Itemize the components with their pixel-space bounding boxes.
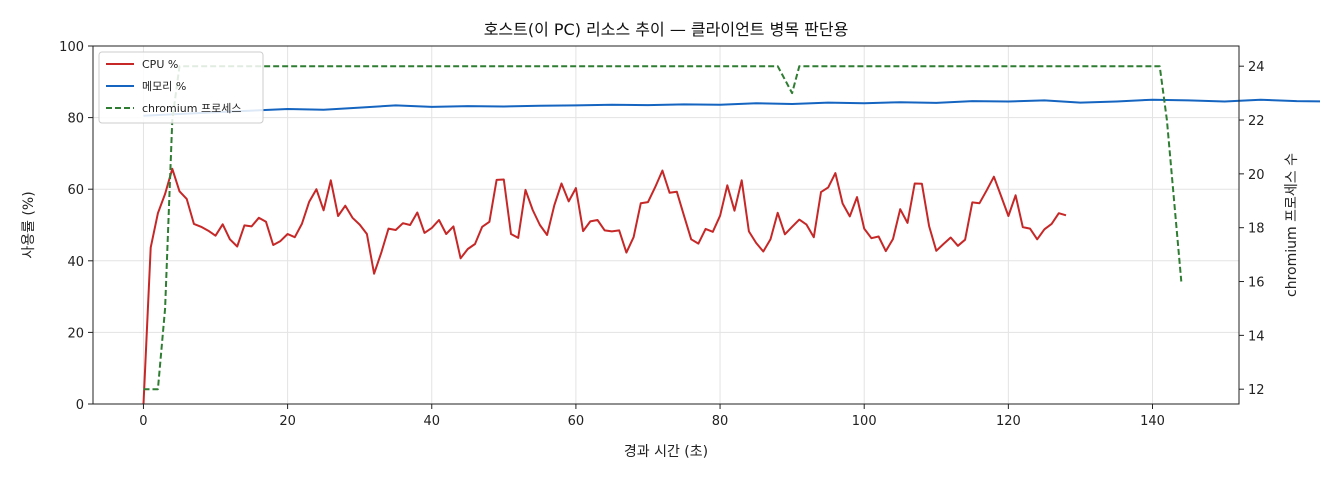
memory-series-line (143, 98, 1320, 117)
x-axis: 0 20 40 60 80 100 120 140 (139, 404, 1165, 429)
y-tick-label: 60 (67, 183, 84, 198)
x-tick-label: 20 (279, 414, 296, 429)
y2-tick-label: 18 (1248, 222, 1265, 237)
x-axis-title: 경과 시간 (초) (624, 444, 708, 460)
x-tick-label: 100 (852, 414, 877, 429)
x-tick-label: 80 (712, 414, 729, 429)
y2-tick-label: 22 (1248, 114, 1265, 129)
y-tick-label: 80 (67, 112, 84, 127)
x-tick-label: 0 (139, 414, 147, 429)
cpu-series-line (142, 167, 1067, 405)
y-axis-title: 사용률 (%) (21, 191, 37, 258)
y2-axis-title: chromium 프로세스 수 (1284, 153, 1300, 297)
chart-title: 호스트(이 PC) 리소스 추이 — 클라이언트 병목 판단용 (484, 20, 849, 39)
x-tick-label: 140 (1140, 414, 1165, 429)
y2-tick-label: 24 (1248, 60, 1265, 75)
x-tick-label: 120 (996, 414, 1021, 429)
y-tick-label: 40 (67, 255, 84, 270)
grid (93, 45, 1239, 405)
y2-tick-label: 12 (1248, 383, 1265, 398)
y-axis-left: 0 20 40 60 80 100 (59, 40, 93, 413)
y2-tick-label: 16 (1248, 276, 1265, 291)
y-tick-label: 0 (76, 398, 84, 413)
x-tick-label: 40 (423, 414, 440, 429)
y2-tick-label: 20 (1248, 168, 1265, 183)
series-layer (142, 65, 1320, 405)
legend-label: 메모리 % (142, 80, 186, 93)
plot-frame (92, 45, 1240, 405)
x-tick-label: 60 (568, 414, 585, 429)
legend: CPU % 메모리 % chromium 프로세스 (98, 51, 264, 124)
legend-box (98, 51, 264, 124)
legend-label: CPU % (142, 58, 178, 71)
legend-label: chromium 프로세스 (142, 102, 241, 115)
y-tick-label: 100 (59, 40, 84, 55)
y-axis-right: 12 14 16 18 20 22 24 (1239, 60, 1265, 398)
y-tick-label: 20 (67, 326, 84, 341)
y2-tick-label: 14 (1248, 329, 1265, 344)
